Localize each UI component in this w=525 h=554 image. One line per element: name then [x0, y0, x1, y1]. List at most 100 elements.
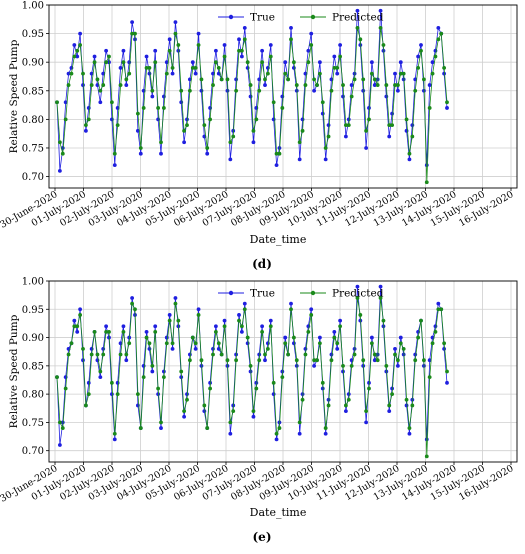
data-point-true: [92, 54, 97, 59]
data-point-true: [89, 71, 94, 76]
data-point-predicted: [219, 77, 224, 82]
data-point-true: [98, 375, 103, 380]
data-point-predicted: [242, 37, 247, 42]
data-point-true: [205, 151, 210, 156]
data-point-true: [193, 71, 198, 76]
data-point-predicted: [211, 352, 215, 357]
y-tick-label: 0.85: [22, 86, 44, 97]
data-point-predicted: [147, 341, 152, 346]
data-point-predicted: [190, 335, 195, 340]
data-point-predicted: [121, 60, 126, 65]
data-point-predicted: [393, 83, 397, 87]
legend-marker-predicted: [310, 14, 316, 20]
data-point-predicted: [133, 31, 137, 36]
data-point-predicted: [153, 330, 158, 334]
data-point-predicted: [164, 341, 169, 346]
data-point-predicted: [248, 83, 253, 87]
data-point-predicted: [268, 54, 273, 59]
data-point-true: [104, 48, 109, 53]
data-point-true: [237, 313, 241, 317]
data-point-predicted: [98, 369, 103, 374]
data-point-true: [185, 392, 189, 397]
data-point-true: [343, 409, 348, 413]
y-tick-label: 0.70: [22, 446, 44, 457]
data-point-true: [320, 111, 325, 116]
data-point-predicted: [138, 426, 143, 430]
data-point-predicted: [202, 403, 207, 408]
data-point-predicted: [260, 330, 265, 334]
data-point-predicted: [257, 358, 262, 363]
data-point-true: [228, 157, 233, 162]
data-point-true: [341, 369, 345, 374]
data-point-true: [159, 151, 163, 156]
data-point-predicted: [156, 386, 161, 391]
data-point-predicted: [231, 134, 236, 139]
data-point-predicted: [317, 341, 322, 346]
data-point-true: [147, 71, 152, 76]
data-point-true: [121, 48, 126, 53]
data-point-predicted: [312, 77, 317, 82]
data-point-predicted: [309, 43, 314, 47]
data-point-predicted: [78, 43, 83, 47]
y-tick-label: 0.80: [22, 390, 44, 401]
data-point-predicted: [369, 71, 374, 76]
data-point-true: [387, 409, 392, 413]
data-point-predicted: [372, 352, 377, 357]
data-point-true: [274, 437, 279, 442]
data-point-true: [170, 71, 175, 76]
data-point-true: [390, 111, 395, 116]
data-point-predicted: [294, 83, 299, 87]
data-point-true: [343, 134, 348, 139]
data-point-predicted: [199, 358, 204, 363]
data-point-true: [326, 123, 331, 127]
data-point-predicted: [170, 341, 175, 346]
data-point-true: [404, 403, 409, 408]
data-point-predicted: [239, 48, 244, 53]
data-point-predicted: [265, 71, 270, 76]
data-point-predicted: [228, 140, 233, 145]
data-point-true: [150, 94, 155, 99]
data-point-true: [335, 71, 340, 76]
data-point-true: [433, 324, 438, 329]
panel-label: (e): [253, 530, 272, 544]
data-point-predicted: [332, 66, 337, 70]
data-point-predicted: [393, 352, 397, 357]
data-point-predicted: [419, 48, 423, 53]
y-tick-label: 1.00: [22, 1, 44, 12]
data-point-true: [75, 54, 80, 59]
data-point-predicted: [237, 318, 241, 323]
data-point-predicted: [179, 88, 184, 93]
data-point-predicted: [416, 335, 421, 340]
data-point-true: [239, 54, 244, 59]
data-point-predicted: [317, 71, 322, 76]
data-point-predicted: [251, 409, 256, 413]
data-point-predicted: [436, 37, 441, 42]
data-point-true: [303, 346, 308, 351]
data-point-predicted: [421, 77, 426, 82]
legend-marker-predicted: [310, 290, 316, 296]
data-point-predicted: [381, 318, 386, 323]
data-point-true: [378, 284, 383, 289]
data-point-predicted: [164, 71, 169, 76]
data-point-predicted: [109, 100, 114, 105]
data-point-predicted: [72, 324, 77, 329]
data-point-predicted: [378, 296, 383, 300]
data-point-predicted: [185, 123, 189, 127]
data-point-predicted: [303, 352, 308, 357]
data-point-predicted: [161, 375, 166, 380]
data-point-predicted: [83, 403, 88, 408]
data-point-predicted: [66, 83, 71, 87]
data-point-true: [237, 37, 241, 42]
data-point-true: [445, 106, 449, 110]
data-point-predicted: [95, 77, 100, 82]
legend-label-true: True: [250, 12, 275, 24]
data-point-true: [323, 431, 328, 436]
data-point-predicted: [294, 358, 299, 363]
data-point-true: [112, 163, 117, 168]
data-point-predicted: [127, 71, 132, 76]
data-point-true: [179, 100, 184, 105]
x-axis-label: Date_time: [250, 233, 307, 246]
data-point-predicted: [427, 375, 432, 380]
data-point-predicted: [442, 66, 447, 70]
data-point-predicted: [387, 123, 392, 127]
